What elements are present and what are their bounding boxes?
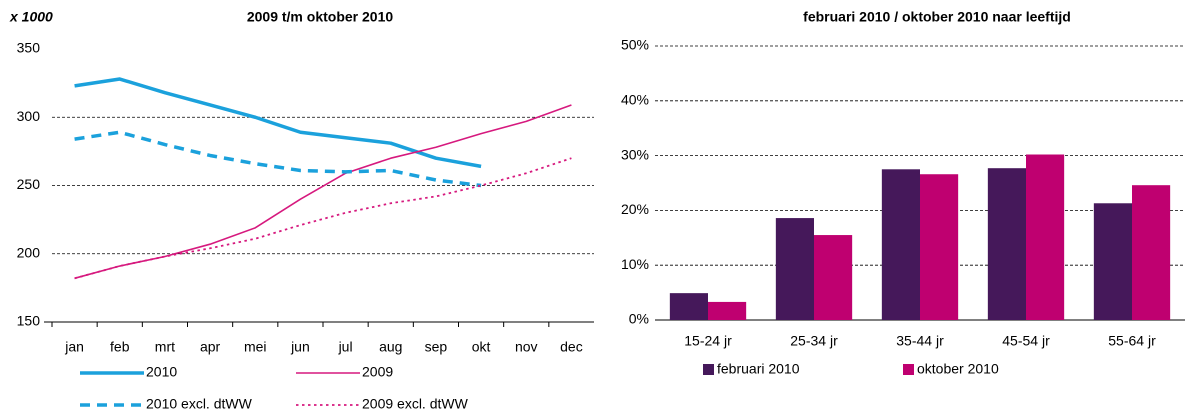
y-tick-label: 20% (621, 201, 649, 217)
x-tick-label: mei (244, 339, 267, 355)
legend-label: 2010 excl. dtWW (146, 396, 253, 412)
x-tick-label: mrt (155, 339, 175, 355)
legend-swatch (703, 364, 714, 375)
x-tick-label: jan (64, 339, 84, 355)
y-axis-label: x 1000 (9, 9, 53, 25)
line-series (74, 104, 572, 280)
y-tick-label: 50% (621, 37, 649, 53)
x-tick-label: jul (338, 339, 353, 355)
x-tick-label: 25-34 jr (790, 333, 838, 349)
bar (881, 169, 920, 320)
x-tick-label: nov (515, 339, 538, 355)
y-tick-label: 0% (629, 311, 649, 327)
legend-label: 2009 (362, 364, 393, 380)
y-tick-label: 150 (17, 313, 41, 329)
legend-label: 2009 excl. dtWW (362, 396, 469, 412)
bar (1026, 154, 1065, 320)
x-tick-label: apr (200, 339, 221, 355)
legend-label: 2010 (146, 364, 177, 380)
bar (814, 235, 853, 320)
x-tick-label: 15-24 jr (684, 333, 732, 349)
x-tick-label: sep (425, 339, 448, 355)
x-tick-label: okt (472, 339, 491, 355)
x-tick-label: dec (560, 339, 583, 355)
y-tick-label: 30% (621, 146, 649, 162)
bar (775, 218, 814, 320)
line-series (74, 130, 482, 188)
bar (1093, 203, 1132, 320)
x-tick-label: 45-54 jr (1002, 333, 1050, 349)
bar (669, 293, 708, 320)
y-tick-label: 10% (621, 256, 649, 272)
chart-title: februari 2010 / oktober 2010 naar leefti… (803, 9, 1071, 25)
bar (920, 174, 959, 320)
legend-swatch (903, 364, 914, 375)
x-tick-label: 35-44 jr (896, 333, 944, 349)
line-series (74, 77, 482, 169)
bar (1132, 185, 1171, 320)
x-tick-label: aug (379, 339, 402, 355)
x-tick-label: jun (290, 339, 310, 355)
legend-label: oktober 2010 (917, 361, 999, 377)
x-tick-label: feb (110, 339, 130, 355)
y-tick-label: 200 (17, 244, 41, 260)
bar (708, 301, 747, 320)
y-tick-label: 300 (17, 108, 41, 124)
bar (987, 168, 1026, 320)
y-tick-label: 350 (17, 40, 41, 56)
y-tick-label: 40% (621, 92, 649, 108)
legend-label: februari 2010 (717, 361, 800, 377)
chart-title: 2009 t/m oktober 2010 (247, 9, 394, 25)
line-series (74, 157, 572, 280)
y-tick-label: 250 (17, 176, 41, 192)
x-tick-label: 55-64 jr (1108, 333, 1156, 349)
